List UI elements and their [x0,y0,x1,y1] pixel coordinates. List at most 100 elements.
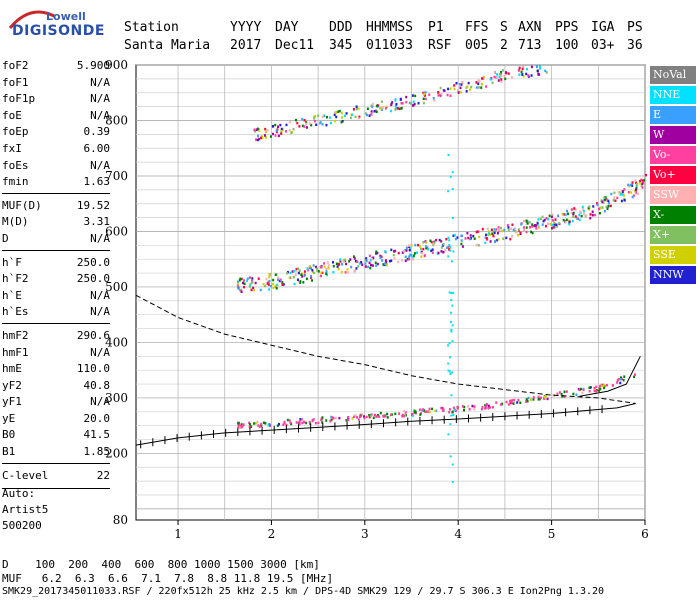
echo-point [298,125,301,128]
param-row: C-level 22 [2,468,110,485]
noise-point [450,311,453,314]
param-row: foEp 0.39 [2,124,110,141]
noise-point [451,188,454,191]
echo-point [292,269,295,273]
noise-point [448,239,451,242]
echo-point [481,405,484,409]
echo-point [292,128,295,131]
echo-point [412,414,415,417]
echo-point [640,178,643,182]
echo-point [365,259,368,263]
echo-point [364,112,367,115]
echo-point [237,287,240,290]
noise-point [450,298,453,301]
echo-point [612,199,615,202]
echo-point [501,69,504,72]
echo-point [254,281,257,285]
echo-point [255,128,258,131]
echo-point [607,199,610,203]
echo-point [558,221,561,225]
param-row: foF1 N/A [2,75,110,92]
y-tick-label: 600 [105,224,128,238]
echo-point [568,222,571,226]
echo-point [454,409,457,413]
echo-point [509,227,512,231]
echo-point [240,288,243,292]
echo-point [493,71,496,74]
echo-point [404,411,407,414]
param-value: N/A [90,92,110,106]
auto-label: Auto: [2,487,36,500]
echo-point [263,134,266,137]
echo-point [620,199,623,203]
echo-point [431,251,434,254]
param-value: N/A [90,231,110,245]
echo-point [319,121,322,124]
param-value: 0.39 [83,125,111,139]
echo-point [532,396,535,399]
echo-point [473,408,476,411]
echo-point [631,184,634,187]
echo-point [544,224,547,228]
echo-point [289,271,292,275]
param-row: D N/A [2,231,110,248]
echo-point [613,196,616,199]
header-day-label: DAY [275,20,299,35]
echo-point [526,222,529,225]
echo-point [552,394,555,397]
echo-point [295,421,298,424]
echo-point [275,287,278,290]
echo-point [399,97,402,101]
echo-point [266,129,269,132]
echo-point [314,114,317,118]
echo-point [268,279,271,283]
echo-point [499,403,502,406]
echo-point [514,230,517,233]
echo-point [321,271,324,275]
noise-point [450,394,453,397]
echo-point [562,218,565,222]
echo-point [497,226,500,229]
echo-point [552,226,555,229]
echo-point [451,410,454,414]
echo-point [261,136,264,140]
echo-point [453,408,456,412]
echo-point [486,227,489,231]
echo-point [367,265,370,269]
param-row: hmF1 N/A [2,345,110,362]
echo-point [383,262,386,265]
noise-point [451,480,454,483]
echo-point [412,100,415,103]
param-label: h`F2 [2,272,29,286]
noise-point [452,413,455,416]
param-value: 41.5 [83,428,111,442]
echo-point [641,186,644,189]
echo-point [477,79,480,82]
echo-point [297,271,300,275]
echo-point [554,218,557,221]
legend-item-e: E [650,106,696,124]
echo-point [430,249,433,253]
echo-point [499,226,502,230]
param-value: N/A [90,305,110,319]
echo-point [622,378,625,382]
echo-point [599,387,602,391]
header-s-value: 2 [500,38,508,53]
echo-point [301,117,304,121]
echo-point [469,234,472,237]
param-row: yF1 N/A [2,394,110,411]
echo-point [248,425,251,429]
echo-point [541,223,544,226]
echo-point [317,270,320,273]
echo-point [343,258,346,262]
param-value: N/A [90,75,110,89]
echo-point [468,237,471,241]
echo-point [440,240,443,243]
echo-point [314,421,317,425]
echo-point [487,406,490,410]
echo-point [281,280,284,284]
header-pps-label: PPS [555,20,579,35]
echo-point [302,420,305,424]
echo-point [434,409,437,413]
param-row: fmin 1.63 [2,174,110,191]
